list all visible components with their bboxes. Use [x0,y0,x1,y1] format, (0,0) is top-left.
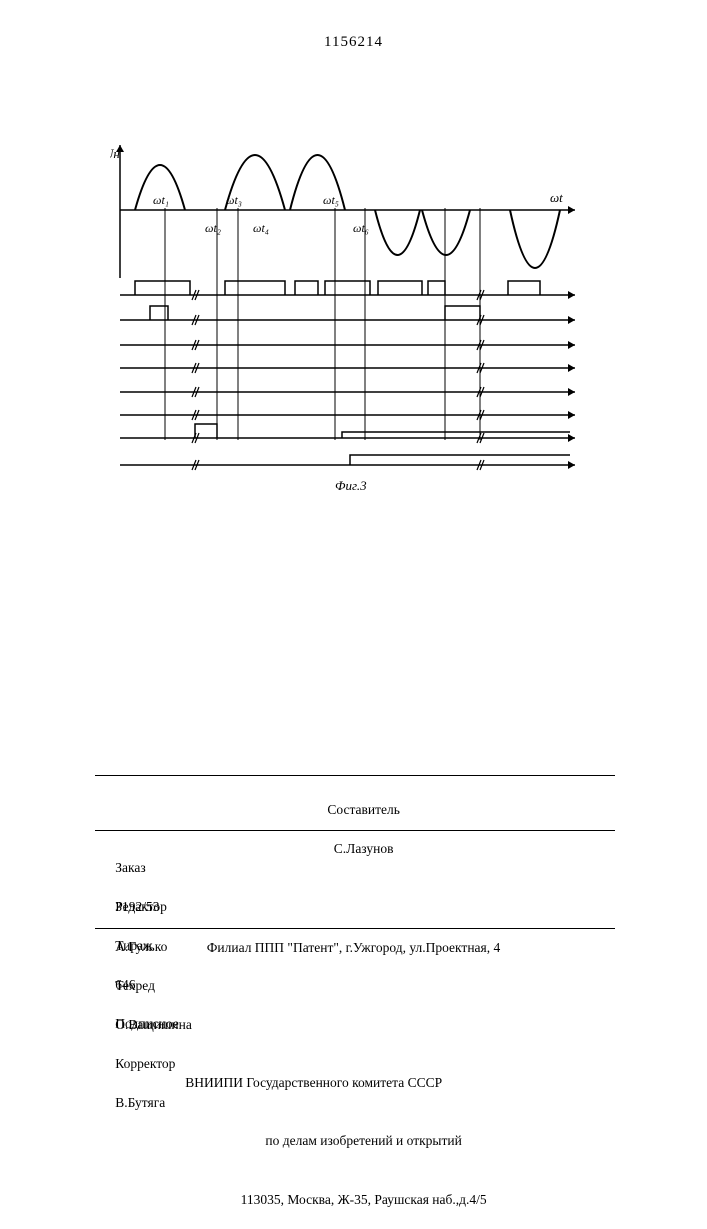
compiler-label: Составитель [327,802,400,817]
svg-text:ωt₃: ωt₃ [226,193,242,207]
svg-text:Uн: Uн [110,146,120,161]
divider-mid1 [95,830,615,831]
tirazh-value: 646 [115,977,135,992]
org-line2: по делам изобретений и открытий [265,1133,461,1148]
order-label: Заказ [115,860,145,875]
svg-text:ωt: ωt [550,190,563,205]
svg-text:ωt₄: ωt₄ [253,221,269,235]
timing-diagram: Uнωtωt₁ωt₂ωt₃ωt₄ωt₅ωt₆XZMNW1W2W3W4 [110,140,580,490]
svg-text:ωt₆: ωt₆ [353,221,369,235]
svg-text:ωt₂: ωt₂ [205,221,221,235]
order-block: Заказ 3192/53 Тираж 646 Подписное ВНИИПИ… [95,838,612,1229]
document-number: 1156214 [0,34,707,51]
svg-text:ωt₅: ωt₅ [323,193,339,207]
svg-text:ωt₁: ωt₁ [153,193,169,207]
order-value: 3192/53 [115,899,159,914]
divider-mid2 [95,928,615,929]
subscription: Подписное [115,1016,179,1031]
org-line1: ВНИИПИ Государственного комитета СССР [185,1075,442,1090]
divider-top [95,775,615,776]
figure-caption: Фиг.3 [335,478,367,494]
org-address: 113035, Москва, Ж-35, Раушская наб.,д.4/… [241,1192,487,1207]
page-root: 1156214 Uнωtωt₁ωt₂ωt₃ωt₄ωt₅ωt₆XZMNW1W2W3… [0,0,707,1000]
imprint-line: Филиал ППП "Патент", г.Ужгород, ул.Проек… [95,940,612,956]
